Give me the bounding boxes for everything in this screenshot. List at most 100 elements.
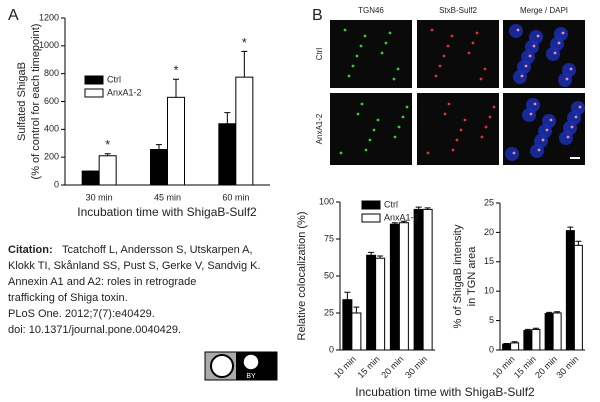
cell-signal bbox=[364, 148, 368, 152]
cc-icon bbox=[210, 354, 234, 378]
legend-swatch bbox=[361, 213, 381, 223]
legend-swatch bbox=[84, 88, 104, 98]
citation-line: Klokk TI, Skånland SS, Pust S, Gerke V, … bbox=[8, 260, 261, 272]
cell-signal bbox=[405, 105, 409, 109]
error-bar bbox=[424, 207, 431, 210]
cell-signal bbox=[372, 128, 376, 132]
cell-signal bbox=[442, 54, 446, 58]
x-tick-label: 20 min bbox=[379, 354, 405, 380]
nucleus bbox=[562, 63, 576, 77]
cell-signal bbox=[532, 44, 536, 48]
x-tick-label: 30 min bbox=[86, 192, 113, 202]
cell-signal bbox=[401, 115, 405, 119]
panel-label: A bbox=[8, 7, 19, 24]
cell-signal bbox=[483, 67, 487, 71]
error-bar bbox=[511, 341, 518, 343]
cell-signal bbox=[488, 115, 492, 119]
nucleus bbox=[571, 101, 585, 115]
y-tick-label: 1200 bbox=[39, 12, 59, 22]
cell-signal bbox=[553, 51, 557, 55]
nucleus bbox=[505, 147, 519, 161]
cell-signal bbox=[533, 102, 537, 106]
y-tick-label: 10 bbox=[484, 286, 494, 296]
cell-signal bbox=[446, 44, 450, 48]
error-bar bbox=[567, 226, 574, 231]
bar bbox=[422, 208, 433, 351]
cell-signal bbox=[396, 67, 400, 71]
error-bar bbox=[524, 328, 531, 331]
bar bbox=[398, 222, 409, 351]
x-tick-label: 45 min bbox=[154, 192, 181, 202]
bar bbox=[510, 342, 520, 351]
error-bar bbox=[532, 327, 539, 330]
y-axis-label: Relative colocalization (%) bbox=[296, 212, 308, 341]
error-bar bbox=[224, 112, 231, 124]
error-bar bbox=[554, 311, 561, 313]
cell-signal bbox=[451, 148, 455, 152]
cell-signal bbox=[484, 125, 488, 129]
y-axis-label: in TGN area bbox=[466, 246, 478, 307]
cell-signal bbox=[566, 135, 570, 139]
cell-signal bbox=[569, 67, 573, 71]
legend-swatch bbox=[84, 75, 104, 85]
y-tick-label: 20 bbox=[484, 227, 494, 237]
y-tick-label: 5 bbox=[489, 315, 494, 325]
y-tick-label: 75 bbox=[324, 233, 334, 243]
cell-signal bbox=[541, 138, 545, 142]
cell-signal bbox=[351, 64, 355, 68]
license-text: BY bbox=[246, 373, 256, 380]
cell-signal bbox=[529, 112, 533, 116]
bar bbox=[502, 343, 512, 351]
row-label: Ctrl bbox=[315, 48, 324, 61]
bar bbox=[81, 170, 100, 186]
cell-signal bbox=[463, 118, 467, 122]
y-tick-label: 200 bbox=[44, 152, 59, 162]
error-bar bbox=[503, 343, 510, 345]
error-bar bbox=[546, 311, 553, 314]
cell-signal bbox=[561, 31, 565, 35]
y-tick-label: 400 bbox=[44, 124, 59, 134]
x-axis-label: Incubation time with ShigaB-Sulf2 bbox=[355, 385, 535, 399]
error-bar bbox=[353, 306, 360, 313]
cell-signal bbox=[528, 54, 532, 58]
bar bbox=[552, 312, 562, 351]
y-tick-label: 1000 bbox=[39, 40, 59, 50]
micrograph bbox=[417, 93, 499, 165]
cell-signal bbox=[397, 125, 401, 129]
cell-signal bbox=[557, 41, 561, 45]
cell-signal bbox=[368, 138, 372, 142]
row-label: AnxA1-2 bbox=[315, 113, 324, 144]
bar bbox=[573, 244, 583, 351]
error-bar bbox=[575, 240, 582, 246]
cell-signal bbox=[355, 54, 359, 58]
significance-mark: * bbox=[105, 137, 110, 152]
citation-line: trafficking of Shiga toxin. bbox=[8, 292, 128, 304]
bar bbox=[531, 328, 541, 351]
cell-signal bbox=[380, 51, 384, 55]
x-tick-label: 60 min bbox=[222, 192, 249, 202]
significance-mark: * bbox=[173, 63, 178, 78]
cell-signal bbox=[467, 51, 471, 55]
panel-label: B bbox=[312, 7, 323, 24]
cell-signal bbox=[520, 74, 524, 78]
bar bbox=[413, 208, 424, 351]
cell-signal bbox=[475, 31, 479, 35]
bar bbox=[366, 254, 377, 351]
error-bar bbox=[400, 220, 407, 223]
error-bar bbox=[368, 251, 375, 256]
x-tick-label: 15 min bbox=[512, 354, 538, 380]
nucleus bbox=[526, 98, 540, 112]
cell-signal bbox=[347, 74, 351, 78]
y-axis-label: Sulfated ShigaB bbox=[16, 62, 28, 141]
cell-signal bbox=[479, 77, 483, 81]
cell-signal bbox=[438, 64, 442, 68]
bar bbox=[375, 257, 386, 351]
citation-line: PLoS One. 2012;7(7):e40429. bbox=[8, 308, 155, 320]
y-tick-label: 50 bbox=[324, 270, 334, 280]
citation-label: Citation: bbox=[8, 244, 53, 256]
cell-signal bbox=[512, 151, 516, 155]
cell-signal bbox=[549, 118, 553, 122]
micrograph bbox=[330, 20, 412, 88]
by-icon bbox=[242, 353, 260, 371]
y-tick-label: 600 bbox=[44, 96, 59, 106]
